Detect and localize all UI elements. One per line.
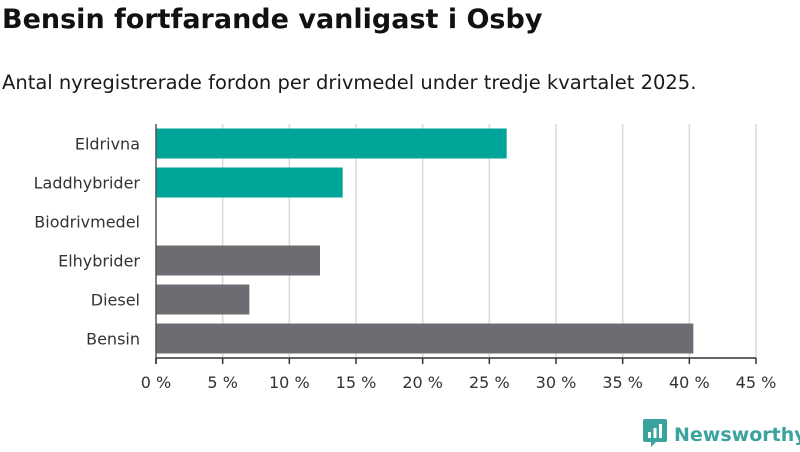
bar [156,323,694,354]
category-label: Laddhybrider [34,174,141,193]
x-tick-label: 15 % [336,373,377,392]
chart-subtitle: Antal nyregistrerade fordon per drivmede… [2,71,697,94]
bar [156,284,250,315]
x-tick-label: 40 % [669,373,710,392]
x-tick-label: 10 % [269,373,310,392]
brand-name: Newsworthy [674,424,800,446]
x-tick-label: 20 % [402,373,443,392]
category-label: Bensin [86,330,140,349]
brand-logo: Newsworthy [642,418,800,452]
category-label: Diesel [91,291,140,310]
x-tick-label: 45 % [736,373,777,392]
category-label: Eldrivna [75,135,140,154]
x-tick-label: 30 % [536,373,577,392]
newsworthy-logo-icon [642,418,668,452]
bar [156,128,507,159]
category-label: Biodrivmedel [34,213,140,232]
x-tick-label: 5 % [207,373,237,392]
x-tick-label: 0 % [141,373,171,392]
bar [156,167,343,198]
x-tick-label: 35 % [602,373,643,392]
chart-title: Bensin fortfarande vanligast i Osby [2,4,543,35]
x-tick-label: 25 % [469,373,510,392]
bar [156,245,320,276]
category-label: Elhybrider [58,252,140,271]
